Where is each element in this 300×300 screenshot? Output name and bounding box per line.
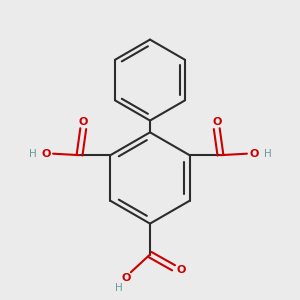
Text: O: O	[212, 117, 221, 127]
Text: O: O	[176, 265, 186, 275]
Text: O: O	[79, 117, 88, 127]
Text: H: H	[264, 149, 272, 159]
Text: H: H	[115, 284, 123, 293]
Text: O: O	[121, 273, 130, 283]
Text: H: H	[28, 149, 36, 159]
Text: O: O	[41, 149, 50, 159]
Text: O: O	[250, 149, 259, 159]
